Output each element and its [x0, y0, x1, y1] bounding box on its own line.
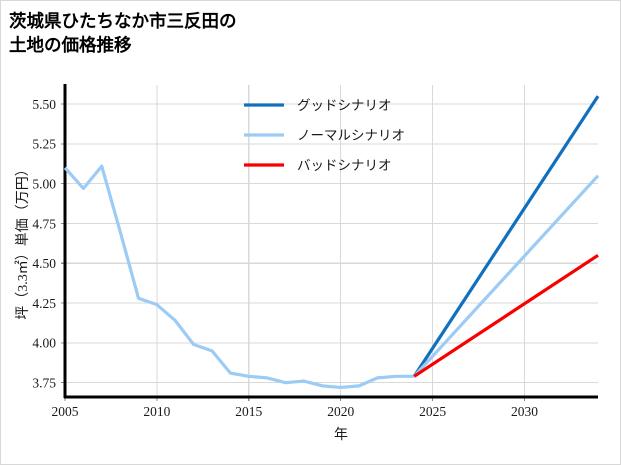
y-tick-label: 4.25	[32, 296, 56, 311]
y-tick-label: 4.00	[32, 336, 56, 351]
data-series-group	[63, 95, 600, 390]
y-axis-label: 坪（3.3㎡）単価（万円）	[15, 162, 31, 320]
x-tick-label: 2005	[52, 404, 79, 419]
y-tick-label: 3.75	[32, 375, 56, 390]
axis-spines-group	[63, 84, 598, 399]
y-tick-label: 5.00	[32, 176, 56, 191]
y-tick-label: 4.75	[32, 216, 56, 231]
tickmarks-group	[61, 103, 526, 401]
x-tick-label: 2010	[143, 404, 170, 419]
y-tick-label: 5.25	[32, 137, 56, 152]
series-line-実績（過去推移）	[63, 164, 415, 390]
x-tick-label: 2020	[327, 404, 354, 419]
x-tick-labels-group: 2005 2010 2015 2020 2025 2030	[52, 404, 539, 419]
series-line-バッドシナリオ	[413, 253, 599, 378]
y-tick-label: 4.50	[32, 256, 56, 271]
series-line-ノーマルシナリオ	[413, 174, 600, 378]
x-tick-label: 2030	[511, 404, 538, 419]
x-axis-label: 年	[334, 427, 348, 443]
page-title: 茨城県ひたちなか市三反田の 土地の価格推移	[9, 11, 237, 56]
legend-label-2: バッドシナリオ	[297, 158, 392, 173]
series-line-グッドシナリオ	[412, 95, 600, 378]
y-tick-labels-group: 3.75 4.00 4.25 4.50 4.75 5.00 5.25 5.50	[32, 97, 56, 391]
legend-label-1: ノーマルシナリオ	[297, 128, 405, 143]
y-tick-label: 5.50	[32, 97, 56, 112]
x-tick-label: 2015	[235, 404, 262, 419]
x-tick-label: 2025	[419, 404, 446, 419]
legend-label-0: グッドシナリオ	[297, 98, 392, 113]
